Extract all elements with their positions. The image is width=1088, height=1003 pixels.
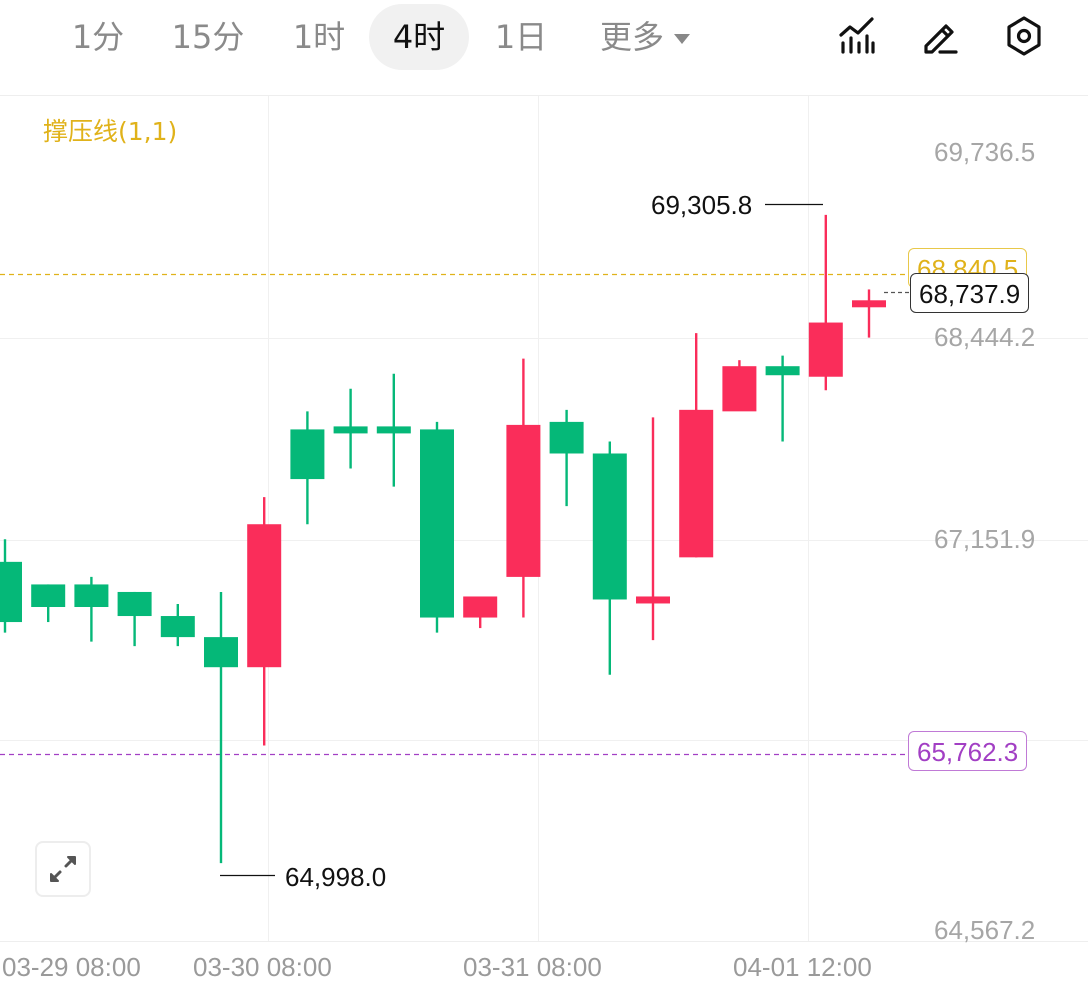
expand-icon [50, 856, 76, 882]
chevron-down-icon [674, 34, 690, 44]
candle-body[interactable] [463, 596, 498, 618]
low-price-label: 64,998.0 [285, 862, 387, 892]
price-label-bottom: 64,567.2 [934, 915, 1036, 945]
fullscreen-button[interactable] [35, 841, 91, 897]
high-price-label: 69,305.8 [651, 190, 753, 220]
candle-body[interactable] [852, 300, 886, 308]
candle-body[interactable] [247, 524, 282, 668]
candle-body[interactable] [376, 426, 411, 434]
pencil-icon[interactable] [918, 14, 962, 58]
candle-body[interactable] [74, 584, 109, 608]
candle-body[interactable] [808, 322, 843, 377]
candles-group [0, 214, 886, 864]
candle-body[interactable] [117, 591, 152, 617]
candle-body[interactable] [722, 366, 757, 412]
candle-body[interactable] [636, 596, 670, 604]
toolbar-divider [0, 95, 1088, 96]
candle-body[interactable] [506, 424, 541, 577]
tab-4hour[interactable]: 4时 [369, 4, 469, 70]
tab-more[interactable]: 更多 [582, 4, 708, 70]
tab-1day[interactable]: 1日 [494, 18, 548, 56]
candle-body[interactable] [0, 561, 22, 623]
candle-body[interactable] [765, 366, 800, 376]
price-label-middle: 67,151.9 [934, 524, 1036, 554]
candle-body[interactable] [160, 616, 195, 638]
grid-lines [0, 96, 1088, 942]
price-label-upper: 68,444.2 [934, 322, 1036, 352]
settings-icon[interactable] [1002, 14, 1046, 58]
tab-1hour[interactable]: 1时 [292, 18, 346, 56]
candle-body[interactable] [204, 637, 238, 668]
indicator-label: 撑压线(1,1) [43, 117, 178, 146]
tab-more-label: 更多 [599, 18, 664, 56]
time-label-1: 03-29 08:00 [2, 952, 141, 982]
time-label-2: 03-30 08:00 [193, 952, 332, 982]
tab-15min[interactable]: 15分 [171, 18, 245, 56]
indicator-chart-icon[interactable] [836, 14, 880, 58]
candle-body[interactable] [333, 426, 368, 434]
price-label-top: 69,736.5 [934, 137, 1036, 167]
candle-body[interactable] [420, 429, 454, 618]
candle-body[interactable] [290, 429, 325, 480]
candle-body[interactable] [31, 584, 66, 608]
tab-1min[interactable]: 1分 [71, 18, 125, 56]
support-badge: 65,762.3 [908, 731, 1028, 771]
time-label-3: 03-31 08:00 [463, 952, 602, 982]
current-price-badge: 68,737.9 [910, 273, 1030, 313]
timeframe-toolbar: 1分 15分 1时 4时 1日 更多 [0, 0, 1088, 78]
candle-body[interactable] [549, 421, 584, 454]
candle-body[interactable] [592, 453, 627, 600]
time-label-4: 04-01 12:00 [733, 952, 872, 982]
candle-body[interactable] [679, 409, 714, 558]
